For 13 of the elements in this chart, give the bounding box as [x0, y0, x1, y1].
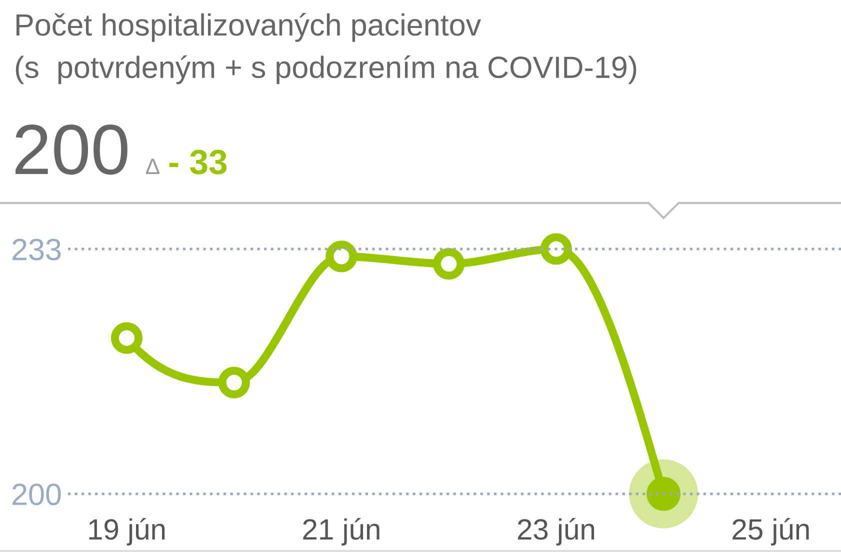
point — [433, 248, 465, 280]
x-tick-label: 23 jún — [518, 518, 594, 546]
point — [110, 322, 143, 354]
chart-title: Počet hospitalizovaných pacientov (s potvrdeným + s podozrením na COVID-19) — [16, 13, 636, 84]
point — [326, 240, 358, 272]
x-tick-label: 25 jún — [732, 518, 809, 546]
y-tick-label: 233 — [12, 238, 61, 260]
point — [540, 233, 572, 265]
point — [218, 366, 250, 398]
text: Δ — [146, 158, 160, 174]
x-tick-label: 19 jún — [89, 518, 165, 546]
x-tick-label: 21 jún — [303, 518, 380, 546]
text: - 33 — [169, 150, 227, 174]
